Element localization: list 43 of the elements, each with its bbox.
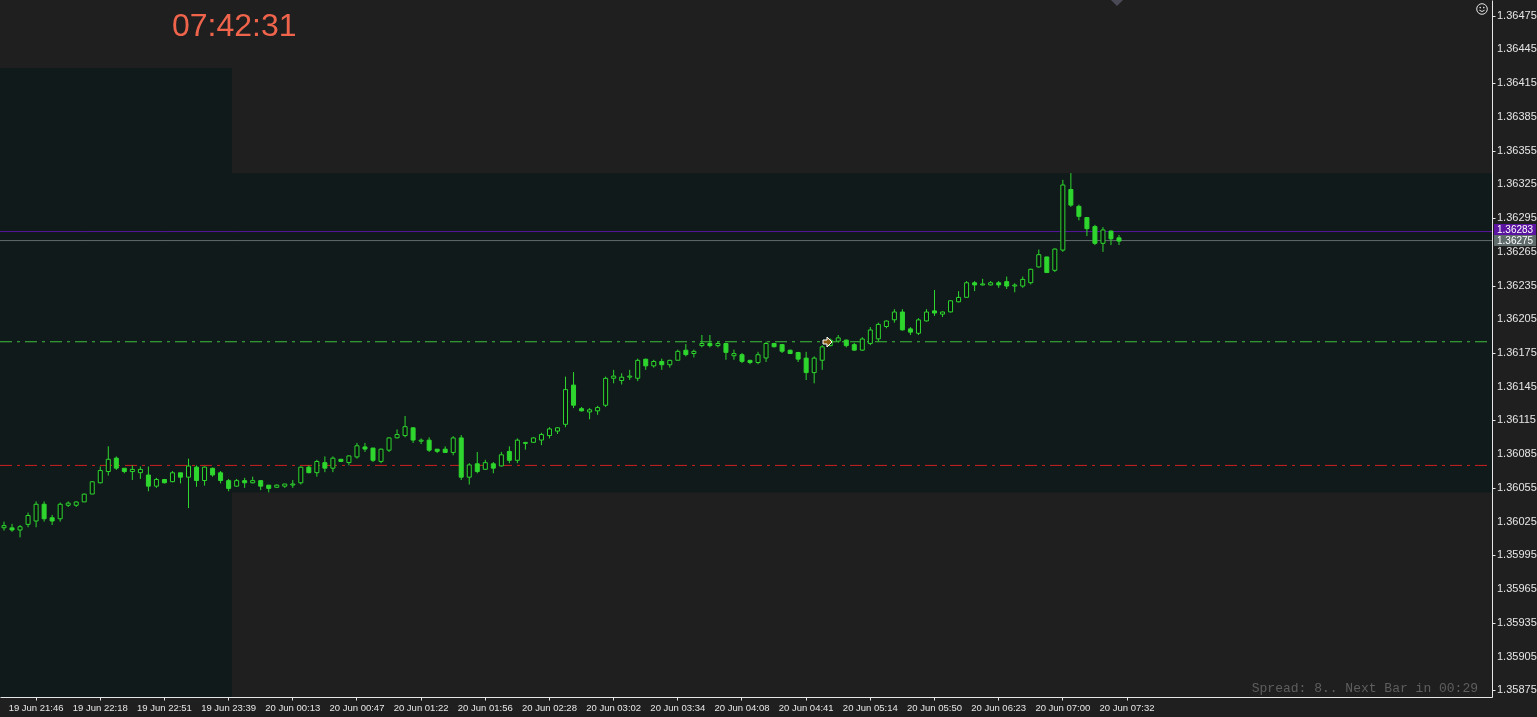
annotation: 07:42:31 — [172, 7, 297, 43]
ref-line-label: 1.36283 — [1497, 223, 1534, 235]
annotation: Spread: 8.. Next Bar in 00:29 — [1251, 681, 1478, 696]
x-tick-label: 20 Jun 00:13 — [265, 701, 321, 713]
x-tick-label: 20 Jun 01:56 — [457, 701, 513, 713]
y-tick-label: 1.36115 — [1497, 413, 1536, 426]
x-tick-label: 20 Jun 04:41 — [778, 701, 834, 713]
x-tick-label: 20 Jun 01:22 — [393, 701, 449, 713]
x-tick-label: 20 Jun 00:47 — [329, 701, 385, 713]
y-tick-label: 1.36385 — [1497, 109, 1537, 122]
x-tick-label: 20 Jun 06:23 — [971, 701, 1027, 713]
ref-line-label: 1.36275 — [1497, 234, 1534, 246]
y-tick-label: 1.36175 — [1497, 346, 1537, 358]
y-tick-label: 1.36355 — [1497, 143, 1537, 156]
y-tick-label: 1.36325 — [1497, 177, 1537, 190]
y-tick-label: 1.35965 — [1497, 582, 1537, 595]
y-tick-label: 1.36295 — [1497, 211, 1537, 224]
x-tick-label: 20 Jun 03:02 — [586, 701, 642, 713]
x-tick-label: 20 Jun 04:08 — [714, 701, 770, 713]
y-tick-label: 1.35905 — [1497, 649, 1537, 662]
y-tick-label: 1.36475 — [1497, 8, 1537, 21]
x-tick-label: 20 Jun 05:50 — [907, 701, 962, 713]
x-tick-label: 20 Jun 05:14 — [842, 701, 898, 713]
y-tick-label: 1.36205 — [1497, 312, 1537, 325]
y-tick-label: 1.36265 — [1497, 244, 1537, 257]
x-tick-label: 19 Jun 21:46 — [8, 701, 64, 713]
y-tick-label: 1.35995 — [1497, 548, 1537, 561]
y-tick-label: 1.35935 — [1497, 615, 1537, 628]
y-tick-label: 1.36415 — [1497, 76, 1537, 89]
x-tick-label: 20 Jun 07:00 — [1035, 701, 1091, 713]
y-tick-label: 1.35875 — [1497, 683, 1537, 696]
y-tick-label: 1.36235 — [1497, 278, 1537, 291]
y-tick-label: 1.36085 — [1497, 447, 1537, 460]
x-tick-label: 19 Jun 22:51 — [136, 701, 192, 713]
x-tick-label: 20 Jun 03:34 — [650, 701, 706, 713]
y-tick-label: 1.36055 — [1497, 480, 1537, 493]
x-tick-label: 20 Jun 02:28 — [522, 701, 577, 713]
y-tick-label: 1.36145 — [1497, 379, 1537, 392]
x-tick-label: 19 Jun 23:39 — [201, 701, 257, 713]
y-tick-label: 1.36445 — [1497, 42, 1537, 55]
x-tick-label: 20 Jun 07:32 — [1099, 701, 1155, 713]
x-tick-label: 19 Jun 22:18 — [72, 701, 128, 713]
y-tick-label: 1.36025 — [1497, 514, 1537, 527]
